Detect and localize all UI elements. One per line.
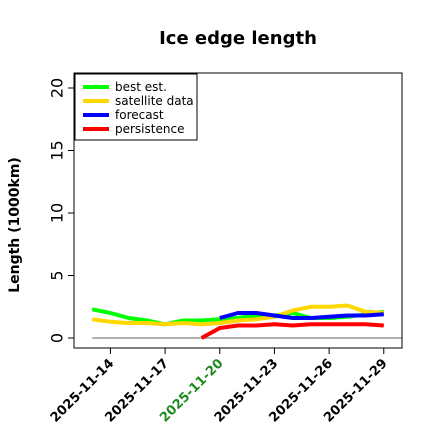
y-tick-label: 15	[48, 140, 67, 160]
legend-label: best est.	[115, 80, 167, 94]
legend: best est.satellite dataforecastpersisten…	[74, 73, 198, 141]
legend-label: persistence	[115, 122, 184, 136]
series-line-persistence	[200, 322, 384, 340]
legend-label: forecast	[115, 108, 164, 122]
series-line-satellite-data	[91, 303, 384, 327]
y-tick-label: 20	[48, 78, 67, 98]
y-tick-label: 5	[48, 270, 67, 280]
series-layer	[91, 303, 385, 340]
chart-title: Ice edge length	[159, 28, 317, 49]
plot-frame	[73, 72, 403, 349]
y-tick-label: 10	[48, 203, 67, 223]
y-axis-label: Length (1000km)	[7, 157, 23, 293]
legend-label: satellite data	[115, 94, 194, 108]
y-tick-label: 0	[48, 333, 67, 343]
series-line-forecast	[219, 311, 384, 320]
